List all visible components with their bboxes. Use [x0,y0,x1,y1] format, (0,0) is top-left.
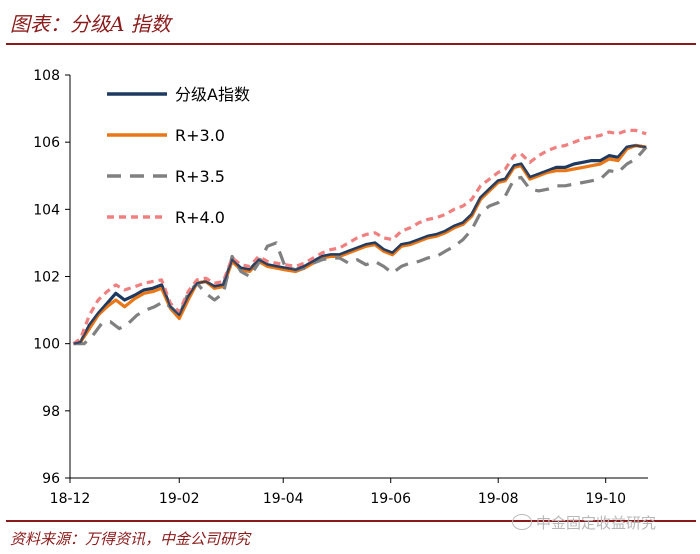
legend-label-2: R+3.5 [175,167,225,186]
y-tick-label: 108 [33,68,60,84]
y-tick-label: 104 [33,202,60,218]
y-tick-label: 102 [33,270,60,286]
x-tick-label: 19-02 [159,491,200,507]
line-chart: 96 98 100 102 104 106 108 18-12 19-02 19-04 19-06 1… [33,68,648,507]
y-tick-label: 106 [33,135,60,151]
y-tick-label: 98 [42,404,60,420]
x-tick-label: 18-12 [50,491,91,507]
watermark: 中金固定收益研究 [512,512,656,533]
title-divider [6,43,696,45]
series-line-0-overlay [73,144,647,345]
x-tick-label: 19-04 [263,491,304,507]
source-divider [6,520,696,522]
legend-label-0: 分级A指数 [175,85,250,104]
series-line-3 [72,128,647,345]
wechat-icon [512,514,532,530]
watermark-text: 中金固定收益研究 [536,514,657,532]
legend-label-1: R+3.0 [175,126,225,145]
y-tick-label: 100 [33,337,60,353]
x-tick-label: 19-06 [370,491,411,507]
legend-label-3: R+4.0 [175,208,225,227]
figure-source: 资料来源：万得资讯，中金公司研究 [10,530,251,548]
x-tick-label: 19-10 [585,491,626,507]
x-tick-label: 19-08 [478,491,519,507]
figure-title: 图表：分级A 指数 [10,12,171,36]
y-tick-label: 96 [42,471,60,487]
